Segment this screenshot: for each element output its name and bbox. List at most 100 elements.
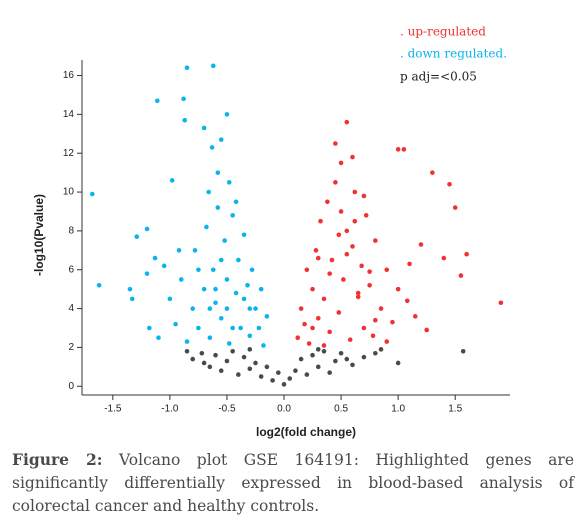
point	[213, 352, 218, 358]
point	[418, 242, 424, 247]
point	[236, 257, 241, 263]
point	[355, 290, 361, 296]
point	[169, 178, 175, 183]
y-tick-label: 0	[68, 381, 74, 392]
point	[241, 354, 247, 360]
point	[310, 352, 315, 358]
y-axis-title: -log10(Pvalue)	[32, 194, 46, 276]
point	[96, 282, 102, 288]
point	[181, 96, 186, 102]
point	[184, 349, 190, 354]
point	[344, 119, 350, 125]
point	[147, 325, 152, 331]
x-tick-label: 1.0	[391, 404, 405, 415]
point	[253, 360, 258, 366]
x-tick-label: 0.0	[277, 404, 291, 415]
point	[304, 267, 310, 273]
point	[441, 255, 447, 261]
legend-entry: . down regulated.	[400, 47, 507, 61]
point	[306, 341, 312, 346]
x-tick-label: 0.5	[334, 404, 348, 415]
x-tick-label: -1.5	[104, 404, 122, 415]
point	[207, 364, 213, 370]
point	[152, 255, 158, 261]
point	[395, 147, 401, 152]
point	[390, 319, 395, 325]
point	[184, 65, 190, 71]
point	[247, 306, 253, 311]
point	[173, 321, 178, 327]
point	[407, 261, 412, 267]
point	[329, 257, 335, 263]
annotation: p adj=<0.05	[400, 70, 477, 84]
point	[281, 382, 287, 387]
point	[213, 300, 218, 306]
point	[404, 298, 410, 304]
point	[327, 271, 332, 276]
point	[201, 286, 207, 292]
point	[253, 306, 258, 311]
point	[127, 286, 133, 292]
point	[207, 335, 213, 341]
point	[236, 372, 241, 377]
point	[144, 226, 150, 232]
legend-entry: . up-regulated	[400, 25, 486, 39]
point	[373, 350, 378, 356]
point	[355, 294, 361, 300]
x-tick-label: -1.0	[161, 404, 179, 415]
point	[224, 277, 230, 282]
point	[458, 273, 464, 278]
point	[293, 368, 298, 374]
point	[210, 267, 216, 273]
point	[302, 321, 307, 327]
point	[378, 347, 384, 352]
point	[233, 199, 239, 205]
y-tick-label: 16	[63, 70, 75, 81]
point	[321, 296, 327, 302]
point	[344, 356, 350, 362]
point	[295, 335, 301, 341]
point	[199, 350, 205, 356]
point	[363, 213, 369, 218]
point	[336, 232, 342, 238]
point	[276, 370, 281, 375]
point	[310, 286, 315, 292]
point	[213, 286, 218, 292]
point	[333, 141, 338, 146]
point	[230, 213, 235, 218]
point	[207, 306, 213, 311]
point	[395, 286, 401, 292]
point	[350, 362, 355, 368]
point	[241, 296, 247, 302]
point	[395, 360, 401, 366]
caption-text: Volcano plot GSE 164191: Highlighted gen…	[12, 451, 574, 515]
point	[359, 263, 364, 269]
point	[498, 300, 504, 306]
y-tick-label: 12	[63, 148, 75, 159]
point	[190, 356, 196, 362]
point	[238, 325, 243, 331]
point	[361, 193, 367, 199]
point	[264, 364, 270, 370]
x-tick-label: 1.5	[448, 404, 462, 415]
point	[424, 327, 429, 333]
point	[270, 378, 275, 383]
point	[161, 263, 167, 269]
point	[327, 370, 332, 375]
point	[373, 317, 378, 323]
point	[204, 224, 209, 230]
point	[224, 112, 230, 117]
point	[258, 286, 264, 292]
point	[338, 209, 344, 214]
point	[361, 325, 367, 331]
point	[247, 366, 253, 372]
point	[370, 333, 376, 339]
point	[215, 170, 221, 175]
point	[226, 341, 232, 346]
point	[190, 306, 196, 311]
point	[310, 325, 315, 331]
point	[452, 205, 458, 210]
point	[230, 349, 235, 354]
y-tick-label: 2	[68, 342, 74, 353]
